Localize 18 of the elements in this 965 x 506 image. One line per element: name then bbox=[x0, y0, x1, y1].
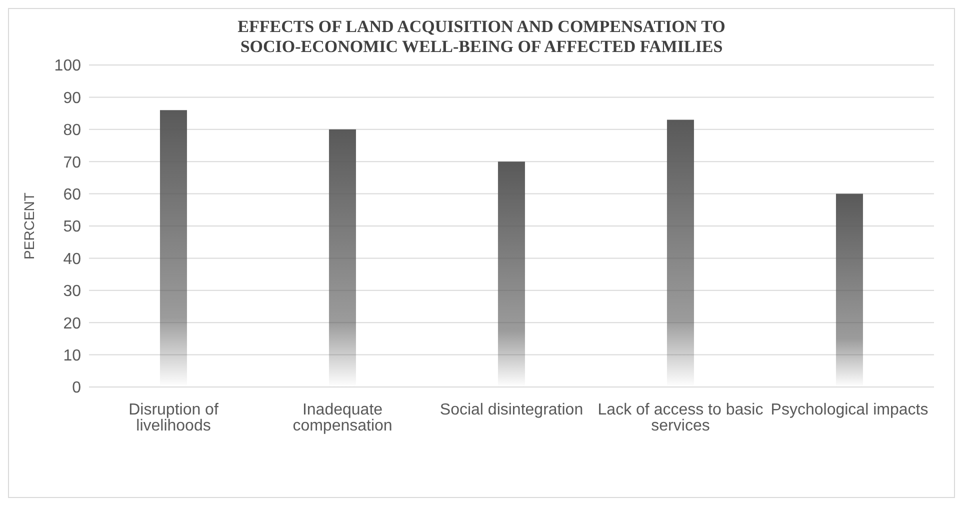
y-tick-label: 70 bbox=[63, 154, 82, 172]
chart-title: EFFECTS OF LAND ACQUISITION AND COMPENSATION TO SOCIO-ECONOMIC WELL-BEING OF AFFECTED FAMILIES bbox=[236, 16, 726, 57]
x-tick-label: Social disintegration bbox=[440, 401, 584, 418]
y-tick-label: 30 bbox=[63, 283, 82, 300]
y-tick-label: 90 bbox=[63, 90, 82, 107]
y-tick-label: 60 bbox=[63, 186, 82, 204]
y-tick-label: 100 bbox=[54, 58, 82, 75]
y-tick-label: 80 bbox=[63, 122, 82, 140]
y-tick-label: 10 bbox=[63, 347, 82, 364]
x-tick-label: Lack of access to basic services bbox=[598, 401, 764, 434]
y-axis-title: PERCENT bbox=[20, 192, 37, 260]
x-tick-label: Disruption of livelihoods bbox=[128, 401, 219, 434]
y-tick-label: 20 bbox=[63, 315, 82, 332]
y-tick-label: 50 bbox=[63, 218, 82, 236]
x-tick-label: Psychological impacts bbox=[770, 401, 928, 418]
y-tick-label: 0 bbox=[72, 380, 82, 397]
y-tick-label: 40 bbox=[63, 250, 82, 268]
x-tick-label: Inadequate compensation bbox=[292, 401, 392, 434]
